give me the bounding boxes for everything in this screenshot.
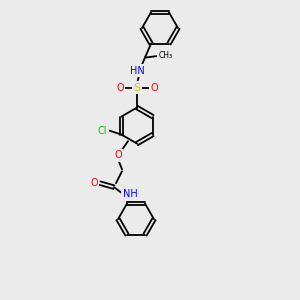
Text: O: O [90, 178, 98, 188]
Text: O: O [116, 82, 124, 93]
Text: O: O [150, 82, 158, 93]
Text: NH: NH [123, 189, 137, 199]
Text: S: S [134, 82, 141, 93]
Text: HN: HN [130, 66, 144, 76]
Text: Cl: Cl [98, 126, 107, 136]
Text: CH₃: CH₃ [159, 51, 173, 60]
Text: O: O [114, 150, 122, 160]
